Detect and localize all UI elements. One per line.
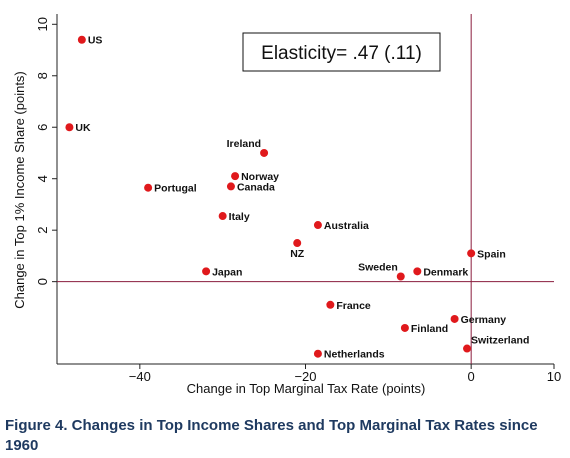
y-tick-label: 10	[35, 17, 50, 31]
point-label: Denmark	[423, 266, 468, 278]
point-label: Italy	[229, 211, 250, 223]
data-point	[313, 221, 322, 230]
x-tick-label: −40	[129, 369, 151, 384]
point-label: Netherlands	[324, 349, 385, 361]
y-tick-label: 6	[35, 124, 50, 131]
data-point	[202, 267, 211, 276]
point-label: NZ	[290, 248, 305, 260]
data-point	[467, 249, 476, 258]
point-label: Finland	[411, 323, 448, 335]
point-label: Norway	[241, 171, 279, 183]
data-point	[326, 300, 335, 309]
x-axis-title: Change in Top Marginal Tax Rate (points)	[187, 381, 426, 396]
data-point	[65, 123, 74, 132]
y-tick-label: 8	[35, 72, 50, 79]
figure-caption: Figure 4. Changes in Top Income Shares a…	[5, 417, 538, 454]
data-point	[226, 182, 235, 191]
point-label: Spain	[477, 248, 506, 260]
reference-lines	[57, 14, 554, 364]
data-point	[260, 148, 269, 157]
point-label: US	[88, 35, 103, 47]
point-label: France	[336, 300, 371, 312]
data-point	[413, 267, 422, 276]
data-point	[231, 172, 240, 181]
y-tick-label: 2	[35, 227, 50, 234]
x-tick-label: −20	[294, 369, 316, 384]
point-label: Sweden	[358, 262, 398, 274]
data-point	[396, 272, 405, 281]
annotation-text: Elasticity= .47 (.11)	[261, 43, 422, 64]
point-label: Australia	[324, 220, 369, 232]
point-label: Germany	[461, 314, 507, 326]
elasticity-annotation: Elasticity= .47 (.11)	[242, 32, 441, 72]
y-tick-label: 0	[35, 278, 50, 285]
annotation-box	[242, 32, 441, 72]
data-point	[77, 35, 86, 44]
point-label: Switzerland	[471, 335, 529, 347]
x-tick-label: 0	[468, 369, 475, 384]
point-label: Japan	[212, 266, 242, 278]
x-tick-label: 10	[547, 369, 561, 384]
data-point	[313, 349, 322, 358]
data-point	[144, 183, 153, 192]
point-label: Ireland	[227, 138, 261, 150]
data-point	[400, 323, 409, 332]
y-tick-label: 4	[35, 175, 50, 182]
data-point	[463, 344, 472, 353]
point-label: Canada	[237, 181, 275, 193]
point-label: UK	[75, 122, 91, 134]
point-label: Portugal	[154, 183, 197, 195]
scatter-chart: −40 −20 0 10 0 2 4 6 8 10 US UK Ireland NorwayCanada…	[12, 14, 561, 396]
data-point	[293, 239, 302, 248]
y-axis-title: Change in Top 1% Income Share (points)	[12, 71, 27, 309]
data-point	[218, 212, 227, 221]
axis-ticks: −40 −20 0 10 0 2 4 6 8 10	[35, 17, 561, 384]
data-point	[450, 314, 459, 323]
